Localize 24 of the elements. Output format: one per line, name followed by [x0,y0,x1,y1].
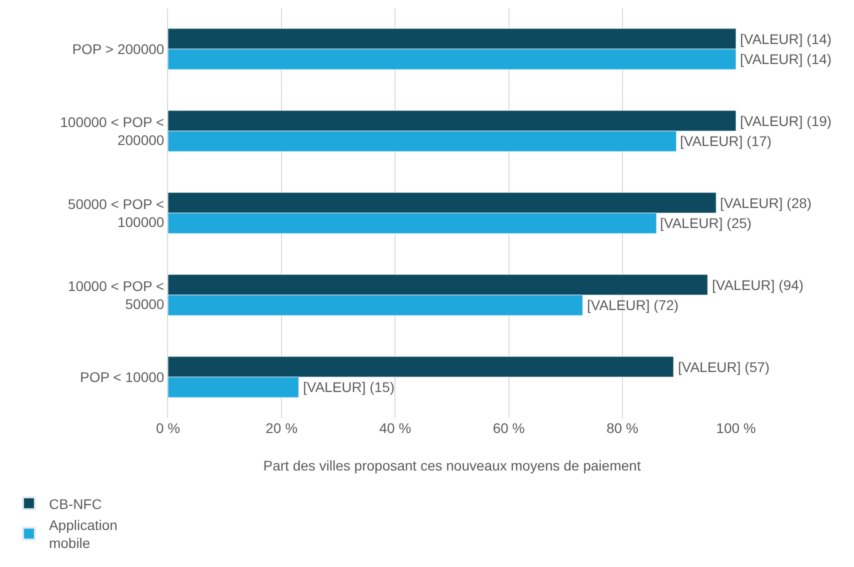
annotation: [VALEUR] (25) [660,215,752,231]
y-tick-label: 10000 < POP < 50000 [68,278,164,312]
annotation: [VALEUR] (94) [712,277,804,293]
legend-label: CB-NFC [48,496,102,512]
annotation: [VALEUR] (19) [740,113,832,129]
x-axis-title: Part des villes proposant ces nouveaux moyens de paiement [263,457,641,474]
annotation: [VALEUR] (17) [680,133,772,149]
x-tick-label: 0 % [156,420,180,436]
x-tick-label: 60 % [492,420,525,436]
annotation: [VALEUR] (14) [740,51,832,67]
legend-label: Application mobile [48,516,118,552]
annotation: [VALEUR] (28) [720,195,812,211]
annotation: [VALEUR] (72) [587,297,679,313]
x-tick-label: 80 % [606,420,638,436]
x-tick-label: 40 % [379,420,412,436]
annotation: [VALEUR] (15) [303,379,395,395]
y-tick-label: POP < 10000 [80,368,164,385]
annotation: [VALEUR] (57) [678,359,770,375]
y-tick-label: 50000 < POP < 100000 [68,196,164,230]
x-tick-label: 100 % [716,420,756,436]
x-tick-label: 20 % [266,420,298,436]
y-tick-label: 100000 < POP < 200000 [60,114,164,148]
annotation: [VALEUR] (14) [740,31,832,47]
y-tick-label: POP > 200000 [72,40,164,57]
